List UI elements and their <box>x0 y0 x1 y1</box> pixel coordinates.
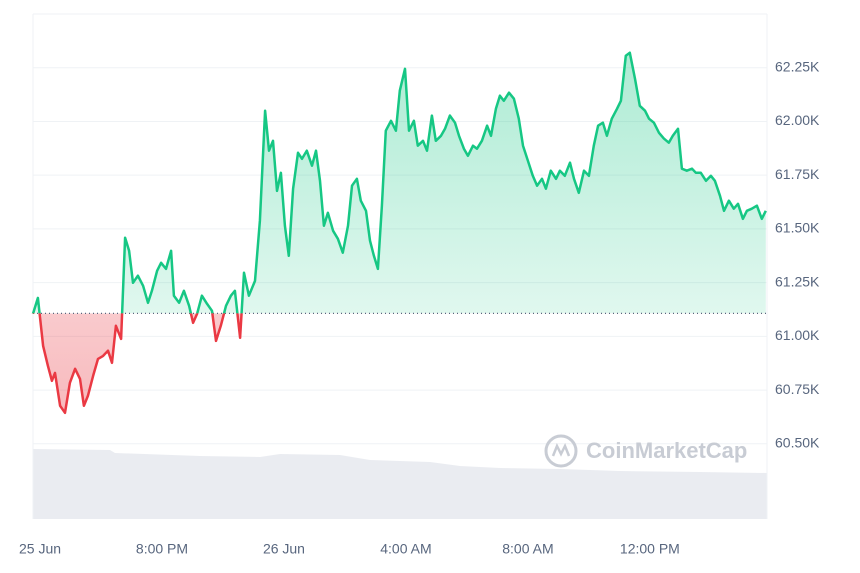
x-tick-label: 8:00 PM <box>136 541 188 557</box>
volume-area <box>33 449 767 519</box>
y-tick-label: 61.25K <box>775 273 820 289</box>
area-above-baseline <box>33 52 766 314</box>
watermark-logo-mark <box>551 442 571 457</box>
plot <box>31 51 767 415</box>
y-tick-label: 61.00K <box>775 327 820 343</box>
x-tick-label: 25 Jun <box>19 541 61 557</box>
x-tick-label: 4:00 AM <box>380 541 431 557</box>
y-tick-label: 61.75K <box>775 166 820 182</box>
y-tick-label: 60.75K <box>775 381 820 397</box>
watermark-logo <box>544 434 578 468</box>
x-tick-label: 26 Jun <box>263 541 305 557</box>
y-tick-label: 60.50K <box>775 434 820 450</box>
watermark-text: CoinMarketCap <box>586 438 747 463</box>
y-tick-label: 61.50K <box>775 220 820 236</box>
y-tick-label: 62.00K <box>775 112 820 128</box>
y-tick-label: 62.25K <box>775 58 820 74</box>
x-tick-label: 12:00 PM <box>620 541 680 557</box>
watermark: CoinMarketCap <box>544 434 747 468</box>
price-line <box>31 51 767 314</box>
x-tick-label: 8:00 AM <box>502 541 553 557</box>
